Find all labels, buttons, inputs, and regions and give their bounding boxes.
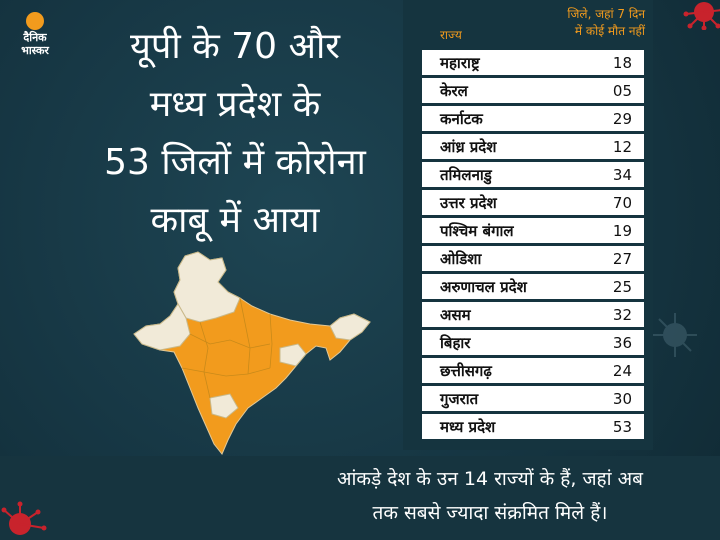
column-header-districts: जिले, जहां 7 दिन में कोई मौत नहीं bbox=[545, 6, 645, 40]
table-row: तमिलनाडु 34 bbox=[422, 162, 644, 187]
column-header-districts-line-2: में कोई मौत नहीं bbox=[574, 24, 645, 38]
table-row: केरल 05 bbox=[422, 78, 644, 103]
headline-line-1: यूपी के 70 और bbox=[130, 26, 340, 67]
india-map-south bbox=[209, 393, 239, 419]
district-count: 53 bbox=[612, 417, 632, 436]
logo-line-2: भास्कर bbox=[21, 44, 49, 57]
district-count: 19 bbox=[612, 221, 632, 240]
state-name: उत्तर प्रदेश bbox=[440, 193, 497, 212]
sun-icon bbox=[26, 12, 44, 30]
state-name: पश्चिम बंगाल bbox=[440, 221, 514, 240]
india-map-northeast bbox=[329, 313, 371, 341]
state-name: आंध्र प्रदेश bbox=[440, 137, 497, 156]
coronavirus-icon bbox=[653, 313, 697, 357]
footer-band bbox=[0, 456, 720, 540]
district-count: 25 bbox=[612, 277, 632, 296]
table-row: कर्नाटक 29 bbox=[422, 106, 644, 131]
india-map-west bbox=[133, 303, 191, 351]
headline-line-4: काबू में आया bbox=[150, 200, 320, 241]
state-name: कर्नाटक bbox=[440, 109, 483, 128]
table-row: अरुणाचल प्रदेश 25 bbox=[422, 274, 644, 299]
india-map-east bbox=[279, 343, 307, 367]
headline: यूपी के 70 और मध्य प्रदेश के 53 जिलों मे… bbox=[70, 18, 400, 250]
state-name: अरुणाचल प्रदेश bbox=[440, 277, 527, 296]
state-name: मध्य प्रदेश bbox=[440, 417, 496, 436]
table-row: असम 32 bbox=[422, 302, 644, 327]
district-count: 36 bbox=[612, 333, 632, 352]
table-row: आंध्र प्रदेश 12 bbox=[422, 134, 644, 159]
state-name: छत्तीसगढ़ bbox=[440, 361, 492, 380]
column-header-state: राज्य bbox=[440, 28, 462, 42]
district-count: 32 bbox=[612, 305, 632, 324]
district-count: 70 bbox=[612, 193, 632, 212]
district-count: 29 bbox=[612, 109, 632, 128]
coronavirus-icon bbox=[1, 501, 47, 535]
column-header-districts-line-1: जिले, जहां 7 दिन bbox=[567, 7, 645, 21]
state-name: ओडिशा bbox=[440, 249, 482, 268]
state-name: तमिलनाडु bbox=[440, 165, 492, 184]
table-row: ओडिशा 27 bbox=[422, 246, 644, 271]
coronavirus-icon bbox=[683, 2, 720, 30]
table-row: पश्चिम बंगाल 19 bbox=[422, 218, 644, 243]
table-row: उत्तर प्रदेश 70 bbox=[422, 190, 644, 215]
district-count: 30 bbox=[612, 389, 632, 408]
india-map-body bbox=[133, 251, 371, 455]
district-count: 27 bbox=[612, 249, 632, 268]
logo-line-1: दैनिक bbox=[23, 31, 47, 44]
footer-note-line-2: तक सबसे ज्यादा संक्रमित मिले हैं। bbox=[372, 502, 608, 524]
india-map-north bbox=[173, 251, 241, 323]
district-count: 34 bbox=[612, 165, 632, 184]
headline-line-2: मध्य प्रदेश के bbox=[149, 84, 321, 125]
dainik-bhaskar-logo: दैनिक भास्कर bbox=[8, 12, 62, 58]
state-name: महाराष्ट्र bbox=[440, 53, 480, 72]
table-row: छत्तीसगढ़ 24 bbox=[422, 358, 644, 383]
state-name: केरल bbox=[440, 81, 468, 100]
table-row: गुजरात 30 bbox=[422, 386, 644, 411]
state-name: असम bbox=[440, 305, 471, 324]
state-name: गुजरात bbox=[440, 389, 479, 408]
state-name: बिहार bbox=[440, 333, 471, 352]
table-row: मध्य प्रदेश 53 bbox=[422, 414, 644, 439]
district-count: 12 bbox=[612, 137, 632, 156]
state-table: महाराष्ट्र 18 केरल 05 कर्नाटक 29 आंध्र प्रदेश 1… bbox=[422, 50, 644, 442]
table-row: महाराष्ट्र 18 bbox=[422, 50, 644, 75]
table-row: बिहार 36 bbox=[422, 330, 644, 355]
district-count: 05 bbox=[612, 81, 632, 100]
footer-note: आंकड़े देश के उन 14 राज्यों के हैं, जहां… bbox=[290, 462, 690, 530]
headline-line-3: 53 जिलों में कोरोना bbox=[104, 142, 366, 183]
district-count: 18 bbox=[612, 53, 632, 72]
district-count: 24 bbox=[612, 361, 632, 380]
india-map-icon bbox=[133, 251, 371, 455]
footer-note-line-1: आंकड़े देश के उन 14 राज्यों के हैं, जहां… bbox=[337, 468, 643, 490]
